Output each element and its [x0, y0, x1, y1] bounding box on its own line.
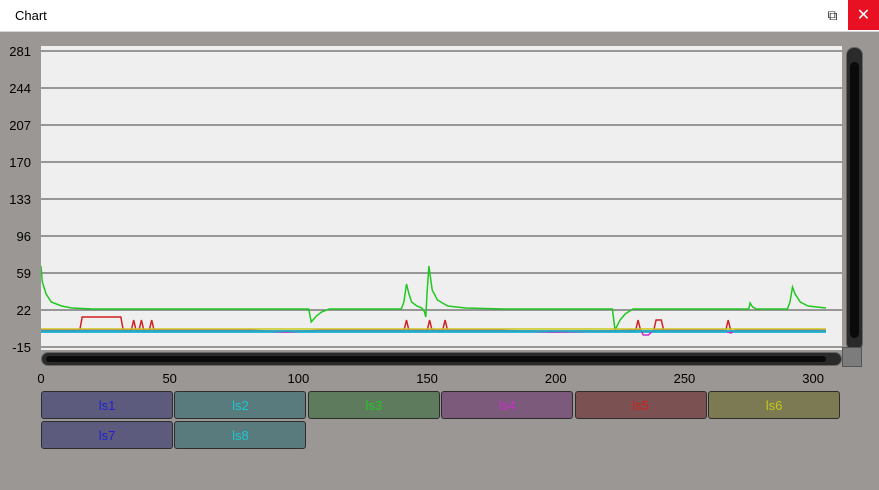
horizontal-scroll-thumb[interactable]: [46, 356, 826, 362]
chart-svg: [40, 50, 842, 348]
window-title: Chart: [15, 8, 47, 23]
y-tick-label: 59: [16, 265, 31, 281]
x-tick-label: 100: [287, 371, 310, 386]
y-tick-label: 207: [9, 117, 31, 133]
y-tick-label: 244: [9, 80, 31, 96]
plot-area: [40, 46, 842, 350]
y-tick-label: 170: [9, 154, 31, 170]
y-tick-label: 133: [9, 191, 31, 207]
x-tick-label: 250: [673, 371, 696, 386]
y-tick-label: 96: [16, 228, 31, 244]
close-icon: ✕: [856, 7, 871, 24]
series-line-ls3: [40, 265, 827, 333]
legend-button-ls3[interactable]: ls3: [307, 391, 440, 419]
vertical-scrollbar[interactable]: [846, 47, 863, 351]
restore-button[interactable]: ⧉: [817, 0, 848, 30]
legend-button-ls7[interactable]: ls7: [41, 421, 173, 449]
y-tick-label: 22: [16, 302, 31, 318]
x-tick-label: 0: [37, 371, 45, 386]
y-tick-label: -15: [12, 339, 31, 355]
legend-button-ls4[interactable]: ls4: [441, 391, 574, 419]
x-tick-label: 200: [544, 371, 567, 386]
legend-button-ls2[interactable]: ls2: [174, 391, 307, 419]
restore-icon: ⧉: [827, 6, 838, 23]
y-tick-label: 281: [9, 43, 31, 59]
legend-button-ls1[interactable]: ls1: [41, 391, 173, 419]
title-bar: Chart ⧉ ✕: [0, 0, 879, 32]
scroll-corner: [842, 347, 862, 367]
x-tick-label: 50: [162, 371, 177, 386]
legend-button-ls5[interactable]: ls5: [574, 391, 707, 419]
vertical-scroll-thumb[interactable]: [850, 62, 859, 338]
legend-button-ls8[interactable]: ls8: [174, 421, 307, 449]
close-button[interactable]: ✕: [848, 0, 879, 30]
horizontal-scrollbar[interactable]: [41, 352, 842, 366]
x-tick-label: 300: [802, 371, 824, 386]
legend-button-ls6[interactable]: ls6: [708, 391, 840, 419]
x-tick-label: 150: [416, 371, 438, 386]
